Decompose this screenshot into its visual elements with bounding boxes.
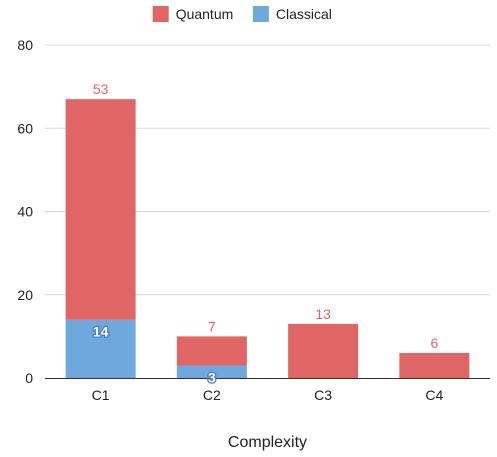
y-tick-label-60: 60 bbox=[17, 120, 33, 136]
x-tick-label-c1: C1 bbox=[92, 387, 110, 403]
data-label-quantum-c4: 6 bbox=[430, 335, 438, 351]
y-tick-label-0: 0 bbox=[25, 370, 33, 386]
bar-quantum-c1 bbox=[65, 99, 136, 320]
y-tick-label-40: 40 bbox=[17, 204, 33, 220]
legend-swatch-classical bbox=[252, 6, 269, 22]
data-label-quantum-c2: 7 bbox=[208, 318, 216, 334]
legend-label-classical: Classical bbox=[276, 6, 332, 22]
legend: Quantum Classical bbox=[152, 6, 332, 22]
x-tick-label-c4: C4 bbox=[425, 387, 443, 403]
x-axis-ticks: C1 C2 C3 C4 bbox=[92, 387, 444, 403]
data-label-classical-c2: 3 bbox=[208, 370, 216, 386]
bar-classical-c1 bbox=[65, 319, 136, 378]
bar-quantum-c2 bbox=[176, 336, 247, 366]
bar-classical-c2 bbox=[176, 365, 247, 378]
x-tick-label-c2: C2 bbox=[203, 387, 221, 403]
y-tick-label-20: 20 bbox=[17, 287, 33, 303]
legend-label-quantum: Quantum bbox=[176, 6, 234, 22]
data-label-quantum-c3: 13 bbox=[315, 306, 331, 322]
x-tick-label-c3: C3 bbox=[314, 387, 332, 403]
legend-item-quantum[interactable]: Quantum bbox=[152, 6, 234, 22]
data-label-classical-c1: 14 bbox=[93, 324, 109, 340]
data-label-quantum-c1: 53 bbox=[93, 81, 109, 97]
bar-quantum-c4 bbox=[399, 353, 470, 378]
y-tick-label-80: 80 bbox=[17, 37, 33, 53]
bar-quantum-c3 bbox=[288, 323, 359, 378]
x-axis-title: Complexity bbox=[228, 434, 307, 451]
legend-swatch-quantum bbox=[152, 6, 169, 22]
y-axis-ticks: 0 20 40 60 80 bbox=[17, 37, 33, 386]
legend-item-classical[interactable]: Classical bbox=[252, 6, 332, 22]
data-labels: 14 53 3 7 13 6 bbox=[92, 81, 439, 387]
bars bbox=[65, 99, 470, 378]
